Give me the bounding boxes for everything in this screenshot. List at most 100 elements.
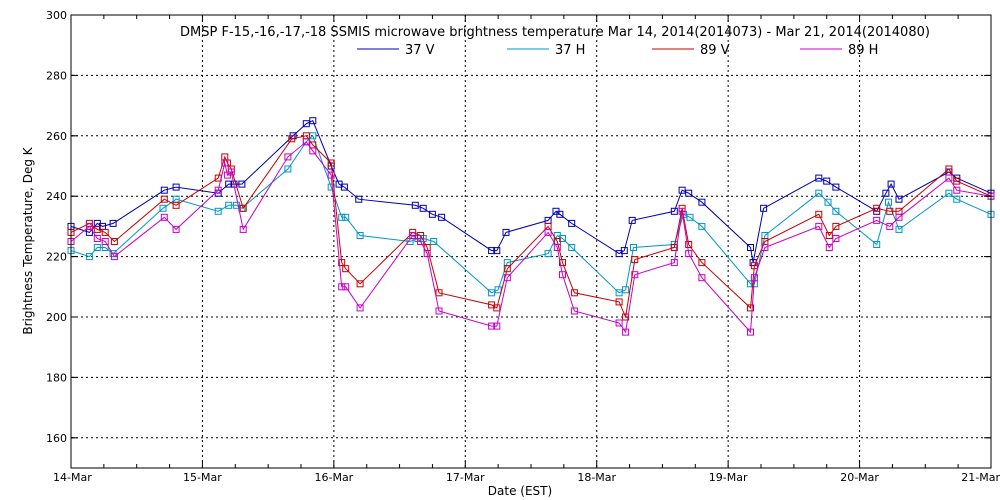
data-point [411, 201, 419, 209]
data-point [172, 225, 180, 233]
data-point [159, 204, 167, 212]
data-point [570, 307, 578, 315]
data-point [945, 189, 953, 197]
data-point [945, 165, 953, 173]
data-point [428, 210, 436, 218]
data-point [93, 235, 101, 242]
data-point [284, 153, 292, 161]
data-point [85, 222, 93, 230]
series-line [70, 134, 992, 294]
data-point [101, 228, 109, 236]
data-point [284, 165, 292, 173]
data-point [886, 207, 894, 215]
data-point [622, 328, 630, 336]
y-tick-label: 200 [46, 311, 67, 324]
grid [71, 15, 991, 468]
data-point [882, 189, 890, 197]
data-point [225, 180, 233, 188]
data-point [110, 253, 118, 261]
y-tick-label: 160 [46, 432, 67, 445]
data-point [832, 207, 840, 215]
data-point [895, 225, 903, 233]
data-point [556, 210, 564, 218]
data-point [327, 171, 335, 179]
data-point [824, 198, 832, 206]
data-point [503, 265, 511, 273]
data-point [823, 177, 831, 185]
data-point [493, 247, 501, 255]
data-point [435, 289, 443, 297]
data-point [873, 204, 881, 212]
legend-label: 89 V [700, 43, 730, 58]
data-point [895, 195, 903, 203]
data-point [895, 213, 903, 221]
data-point [747, 244, 754, 251]
data-point [488, 247, 496, 255]
data-point [309, 117, 317, 125]
data-point [832, 183, 840, 191]
data-point [342, 213, 350, 221]
data-point [815, 210, 823, 218]
data-point [631, 271, 639, 279]
x-tick-label: 15-Mar [183, 471, 222, 484]
legend-label: 37 H [555, 43, 585, 58]
data-point [559, 271, 566, 279]
data-point [338, 283, 346, 291]
data-point [488, 322, 496, 330]
legend-item: 37 V [357, 43, 435, 58]
data-point [685, 189, 693, 197]
data-point [110, 238, 118, 245]
y-tick-label: 300 [46, 9, 67, 22]
series-layer [67, 117, 995, 336]
data-point [553, 244, 561, 251]
data-point [631, 256, 639, 264]
x-tick-label: 19-Mar [709, 471, 748, 484]
data-point [559, 259, 566, 267]
data-point [338, 259, 346, 267]
data-point [873, 216, 881, 224]
data-point [568, 219, 576, 227]
data-point [338, 213, 346, 221]
axes: 160 180 200 220 240 260 280 300 14-Mar 15-Mar 16-M… [46, 9, 1000, 484]
data-point [327, 159, 335, 167]
data-point [419, 204, 427, 212]
series-line [70, 120, 992, 263]
data-point [239, 225, 247, 233]
data-point [825, 232, 833, 239]
data-point [886, 222, 894, 230]
series-line [70, 135, 992, 319]
data-point [628, 216, 636, 224]
data-point [887, 180, 895, 188]
data-point [953, 195, 961, 203]
y-tick-label: 240 [46, 190, 67, 203]
data-point [698, 222, 706, 230]
y-tick-label: 280 [46, 69, 67, 82]
data-point [340, 183, 348, 191]
data-point [93, 225, 101, 233]
data-point [815, 222, 823, 230]
legend: 37 V 37 H 89 V 89 H [357, 43, 878, 58]
x-tick-label: 20-Mar [840, 471, 879, 484]
data-point [670, 244, 678, 251]
data-point [214, 186, 222, 194]
data-point [945, 174, 953, 182]
data-point [160, 195, 168, 203]
data-point [615, 319, 623, 327]
data-point [885, 198, 892, 206]
data-point [309, 147, 317, 155]
data-point [355, 195, 363, 203]
data-point [430, 238, 438, 245]
data-point [438, 213, 446, 221]
x-tick-label: 16-Mar [314, 471, 353, 484]
legend-item: 89 V [652, 43, 730, 58]
legend-item: 89 H [800, 43, 878, 58]
y-axis-label: Brightness Temperature, Deg K [21, 146, 35, 334]
data-point [493, 322, 501, 330]
data-point [678, 186, 686, 194]
data-point [160, 186, 168, 194]
data-point [544, 250, 552, 258]
data-point [630, 244, 637, 251]
data-point [214, 207, 222, 215]
data-point [760, 204, 768, 212]
